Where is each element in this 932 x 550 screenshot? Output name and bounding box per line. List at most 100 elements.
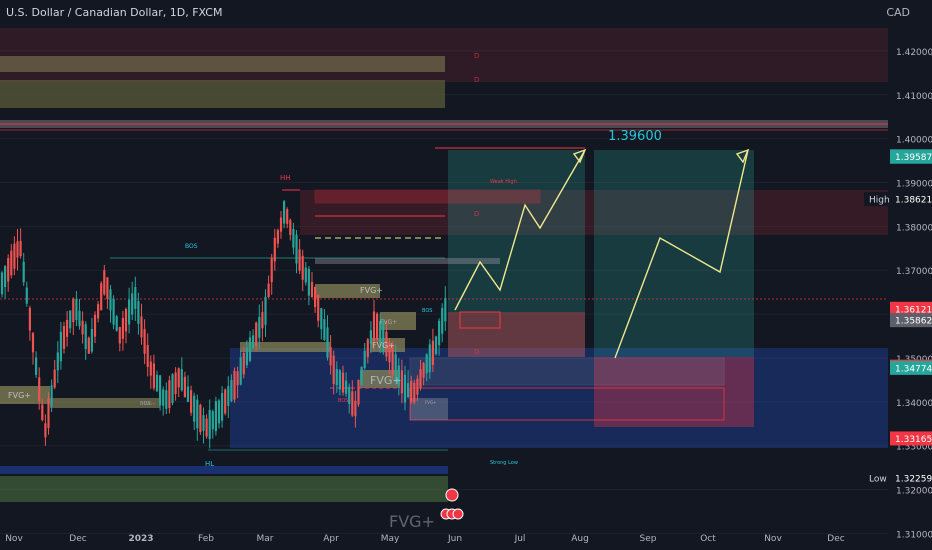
- candle: [112, 295, 115, 330]
- candle: [286, 207, 289, 229]
- candle: [186, 375, 190, 403]
- price-label: 1.35862: [890, 313, 932, 328]
- candle: [165, 382, 168, 415]
- price-label-bg: [890, 192, 932, 207]
- target-label: 1.39600: [608, 129, 662, 144]
- fvg-zone-1: [0, 56, 445, 72]
- candle: [323, 309, 326, 341]
- x-tick-label: 2023: [128, 534, 153, 544]
- candle: [131, 281, 134, 320]
- candle: [292, 222, 295, 255]
- price-label-tag: High: [869, 196, 890, 206]
- candle: [258, 304, 261, 350]
- candle: [279, 210, 283, 239]
- candle: [236, 366, 239, 399]
- candle: [428, 339, 431, 379]
- symbol-title[interactable]: U.S. Dollar / Canadian Dollar, 1D, FXCM: [6, 6, 223, 19]
- candle: [431, 328, 434, 372]
- candle: [441, 303, 444, 343]
- event-icon-4: [452, 508, 464, 520]
- demand-zone-bottom: [0, 466, 448, 474]
- bos-label-2: BOS: [338, 398, 348, 404]
- candle: [106, 277, 109, 309]
- candle: [422, 361, 425, 386]
- price-label-bg: [890, 149, 932, 164]
- d-label-4: D: [474, 348, 479, 356]
- candle: [62, 321, 66, 354]
- candle: [391, 341, 394, 380]
- candle: [372, 299, 376, 351]
- supply-zone-mid: [300, 190, 888, 235]
- fvg-label-1: FVG+: [8, 391, 31, 400]
- bos-label-3: BOS: [422, 308, 432, 314]
- candle: [335, 361, 338, 393]
- y-tick-label: 1.39000: [896, 179, 932, 189]
- candle: [345, 372, 348, 398]
- price-label-text: 1.33165: [895, 435, 932, 445]
- fvg-box-a: [315, 284, 380, 298]
- y-tick-label: 1.42000: [896, 48, 932, 58]
- y-tick-label: 1.40000: [896, 136, 932, 146]
- candle: [264, 289, 267, 337]
- candle: [47, 392, 50, 435]
- price-label-text: 1.38621: [895, 196, 932, 206]
- candle: [320, 307, 323, 340]
- candle: [416, 375, 419, 402]
- candle: [146, 333, 149, 377]
- y-tick-label: 1.41000: [896, 92, 932, 102]
- y-tick-label: 1.31000: [896, 530, 932, 540]
- candle: [410, 375, 413, 405]
- fvg-box-d: [50, 398, 160, 408]
- candle: [205, 414, 208, 439]
- event-markers[interactable]: [440, 488, 464, 520]
- hl-label: HL: [205, 460, 214, 468]
- x-tick-label: Apr: [323, 534, 339, 544]
- candle: [379, 313, 382, 354]
- candle: [81, 311, 84, 344]
- currency-label: CAD: [886, 6, 910, 19]
- d-label-2: D: [474, 76, 479, 84]
- candle: [0, 270, 4, 298]
- candle: [22, 252, 25, 286]
- candle: [90, 317, 93, 354]
- x-tick-label: Sep: [640, 534, 657, 544]
- y-tick-label: 1.34000: [896, 399, 932, 409]
- candle: [118, 326, 121, 352]
- candle: [289, 218, 292, 241]
- annotations: HH HL BOS BOS BOS BOS Weak High Strong L…: [8, 52, 518, 531]
- projection-zone-2: [594, 150, 754, 357]
- candle: [434, 335, 438, 356]
- price-label: 1.39587: [890, 149, 932, 164]
- candle: [121, 310, 124, 351]
- candle: [351, 380, 354, 417]
- projection-zone-1: [448, 150, 585, 357]
- candle: [301, 249, 304, 292]
- candle: [84, 321, 87, 360]
- structure-lines: [0, 123, 888, 451]
- candle: [177, 367, 180, 398]
- candle: [273, 228, 276, 271]
- candle: [211, 409, 214, 439]
- fvg-label-7: FVG+: [425, 400, 437, 405]
- candle: [407, 370, 410, 399]
- price-label: Low 1.32259: [864, 471, 932, 486]
- candle: [329, 335, 332, 375]
- candle: [152, 354, 155, 391]
- stop-zone-1: [448, 312, 585, 357]
- candle: [59, 322, 62, 370]
- hh-label: HH: [280, 174, 291, 182]
- price-axis[interactable]: 1.42000 1.41000 1.40000 1.39000 1.38000 1.370…: [896, 48, 932, 541]
- time-axis[interactable]: Nov Dec 2023 Feb Mar Apr May Jun Jul Aug Sep Oct Nov…: [5, 534, 845, 544]
- candle: [124, 307, 128, 344]
- fvg-zone-2: [0, 80, 445, 108]
- candle: [202, 407, 205, 444]
- candle: [180, 357, 183, 392]
- candle: [140, 303, 143, 345]
- candle: [221, 386, 224, 428]
- candle: [385, 321, 388, 362]
- candle: [7, 254, 10, 292]
- x-tick-label: Aug: [571, 534, 589, 544]
- candle: [199, 403, 202, 435]
- gray-box-h: [410, 398, 448, 420]
